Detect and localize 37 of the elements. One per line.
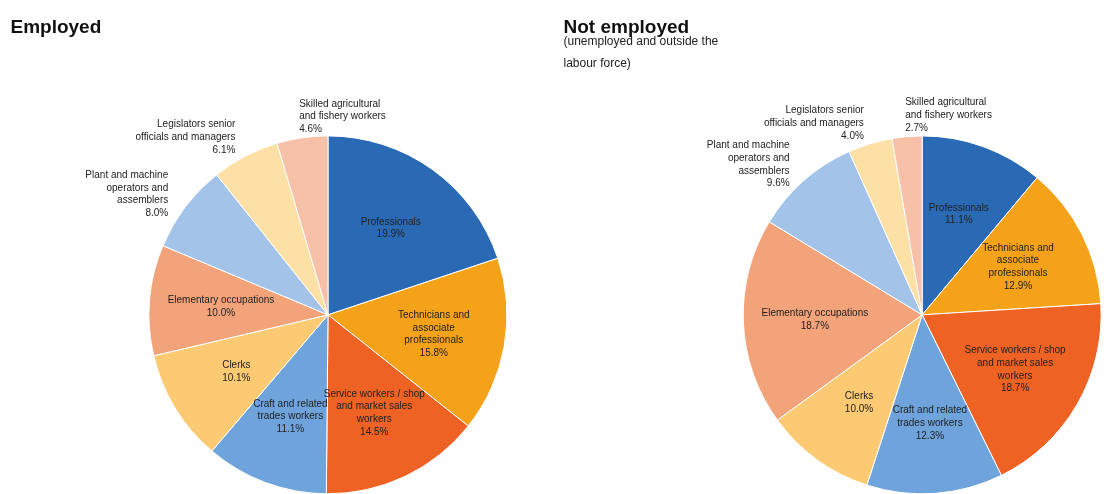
data-label: 12.3% (915, 429, 945, 441)
slice-label: Skilled agricultural and fishery workers (905, 96, 992, 120)
slice-label: Legislators senior officials and managers (135, 118, 237, 142)
data-label: 14.5% (360, 425, 389, 437)
chart-title: Not employed (563, 15, 690, 37)
slice-label: Skilled agricultural and fishery workers (299, 97, 386, 122)
data-label: 6.1% (212, 143, 236, 155)
slice-label: Professionals (360, 215, 421, 227)
slice-label: Plant and machine operators and assemblers (706, 139, 791, 176)
data-label: 10.1% (222, 371, 251, 383)
slice-label: Craft and related trades workers (253, 397, 328, 422)
slice-label: Plant and machine operators and assemblers (85, 168, 169, 206)
data-label: 4.6% (299, 122, 323, 134)
data-label: 2.7% (905, 121, 929, 133)
data-label: 8.0% (145, 206, 169, 218)
slice-label: Technicians and associate professionals (982, 241, 1054, 279)
data-label: 15.8% (419, 347, 449, 359)
data-label: 11.1% (276, 422, 305, 434)
slice-label: Service workers / shop and market sales workers (964, 344, 1067, 381)
slice-label: Clerks (222, 359, 251, 371)
slice-label: Legislators senior officials and managers (763, 104, 865, 128)
data-label: 4.0% (841, 129, 864, 141)
data-label: 11.1% (945, 214, 973, 226)
slice-label: Elementary occupations (167, 294, 275, 306)
data-label: 12.9% (1003, 279, 1033, 291)
slice-label: Craft and related trades workers (892, 404, 968, 428)
data-label: 10.0% (206, 306, 236, 318)
data-label: 18.7% (800, 320, 830, 332)
slice-label: Professionals (928, 201, 989, 213)
data-label: 10.0% (844, 402, 874, 414)
data-label: 9.6% (766, 177, 790, 189)
data-label: 18.7% (1000, 382, 1030, 394)
data-label: 19.9% (376, 228, 406, 240)
slice-label: Clerks (844, 390, 874, 402)
slice-label: Elementary occupations (761, 307, 869, 319)
chart-title: Employed (10, 15, 102, 37)
slice-label: Technicians and associate professionals (397, 309, 470, 346)
